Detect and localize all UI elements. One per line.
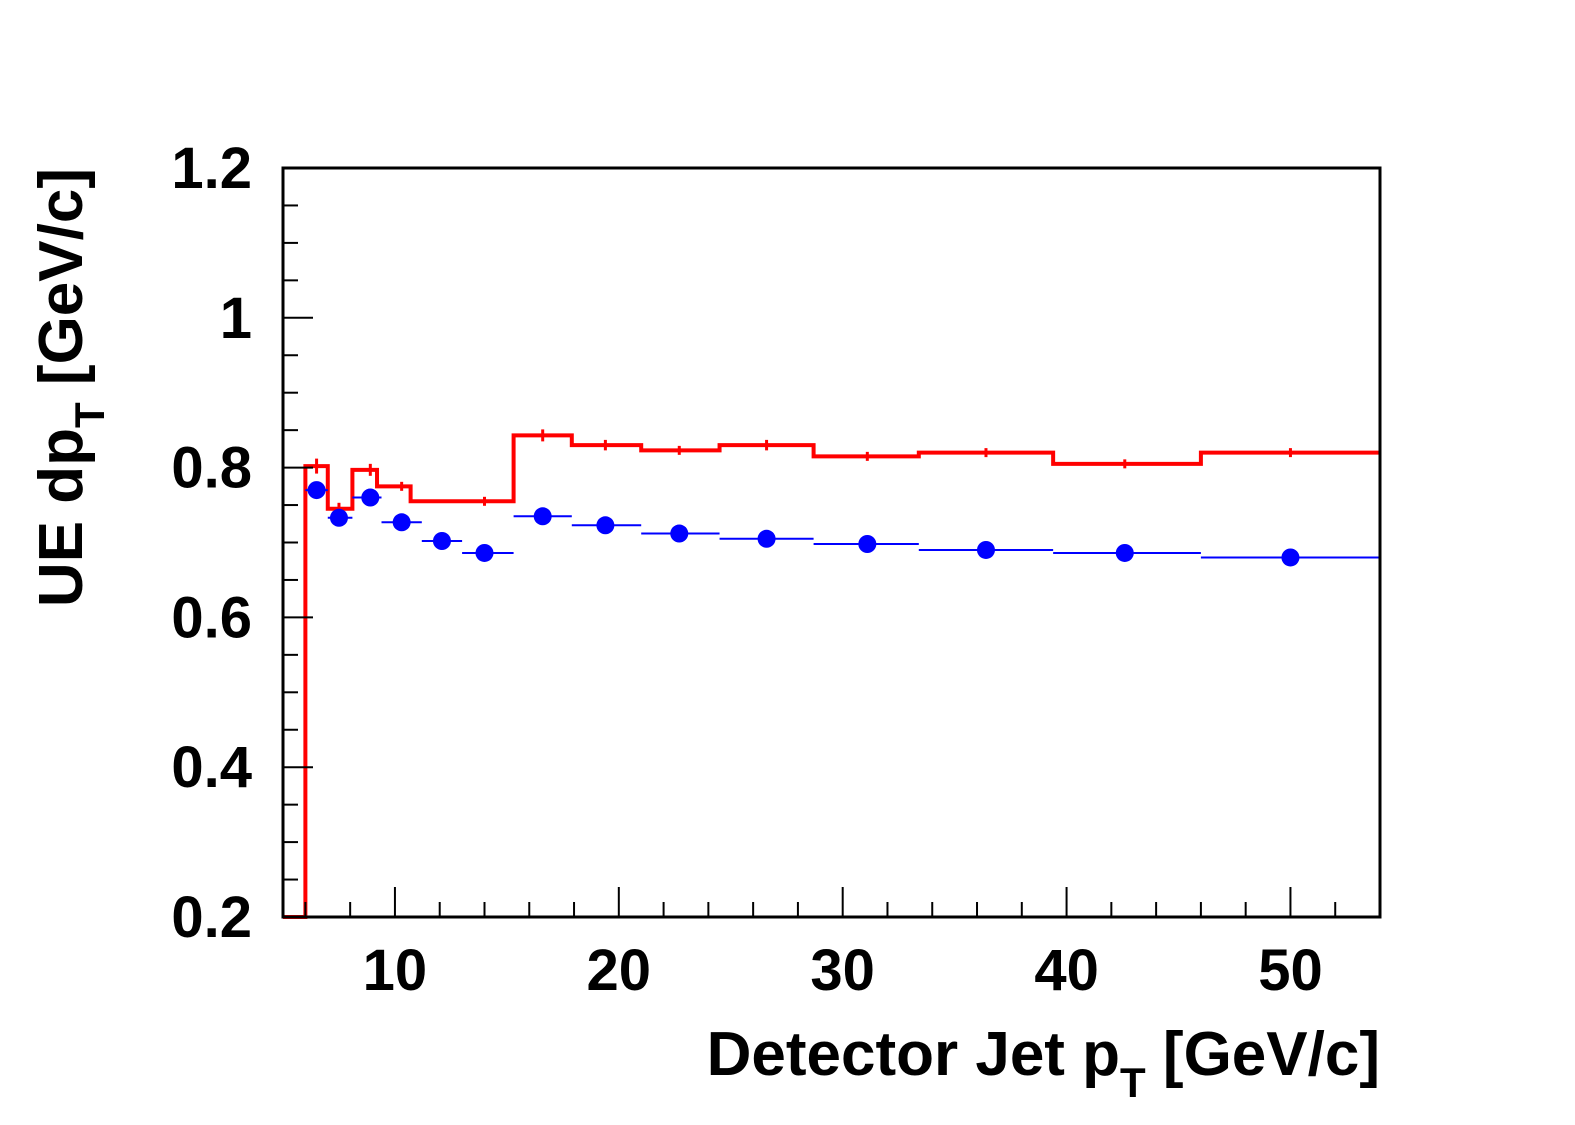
x-tick-label: 20 (587, 938, 652, 1003)
blue-data-point (1115, 543, 1134, 562)
x-tick-label: 10 (363, 938, 428, 1003)
blue-data-point (475, 543, 494, 562)
y-axis-title: UE dpT [GeV/c] (27, 168, 113, 607)
blue-data-point (329, 508, 348, 527)
y-tick-label: 1 (220, 286, 252, 351)
y-axis-title-unit: [GeV/c] (27, 168, 96, 402)
y-tick-label: 0.2 (171, 885, 252, 950)
x-tick-label: 40 (1034, 938, 1099, 1003)
blue-data-point (307, 481, 326, 500)
blue-data-point (361, 488, 380, 507)
blue-data-point (533, 507, 552, 526)
blue-data-point (596, 516, 615, 535)
blue-data-point (392, 513, 411, 532)
x-tick-labels: 10 20 30 40 50 (363, 938, 1323, 1003)
x-axis-title-unit: [GeV/c] (1146, 1020, 1380, 1089)
x-tick-label: 50 (1258, 938, 1323, 1003)
x-tick-label: 30 (810, 938, 875, 1003)
blue-data-point (976, 540, 995, 559)
red-histogram-line (283, 433, 1380, 919)
x-axis-title: Detector Jet pT [GeV/c] (707, 1020, 1380, 1106)
y-tick-label: 0.8 (171, 436, 252, 501)
x-axis-title-sub: T (1120, 1059, 1146, 1106)
y-tick-labels: 0.2 0.4 0.6 0.8 1 1.2 (171, 136, 252, 950)
plot-marks (283, 429, 1380, 919)
blue-data-point (1281, 548, 1300, 567)
y-tick-label: 1.2 (171, 136, 252, 201)
blue-data-point (432, 532, 451, 551)
blue-data-point (757, 529, 776, 548)
y-tick-label: 0.6 (171, 585, 252, 650)
x-axis-title-main: Detector Jet p (707, 1020, 1120, 1089)
y-axis-ticks (283, 167, 313, 918)
blue-data-point (670, 524, 689, 543)
y-axis-title-main: UE dp (27, 428, 96, 607)
blue-data-point (858, 534, 877, 553)
y-axis-title-sub: T (66, 402, 113, 428)
y-tick-label: 0.4 (171, 735, 252, 800)
x-axis-ticks (304, 887, 1381, 917)
